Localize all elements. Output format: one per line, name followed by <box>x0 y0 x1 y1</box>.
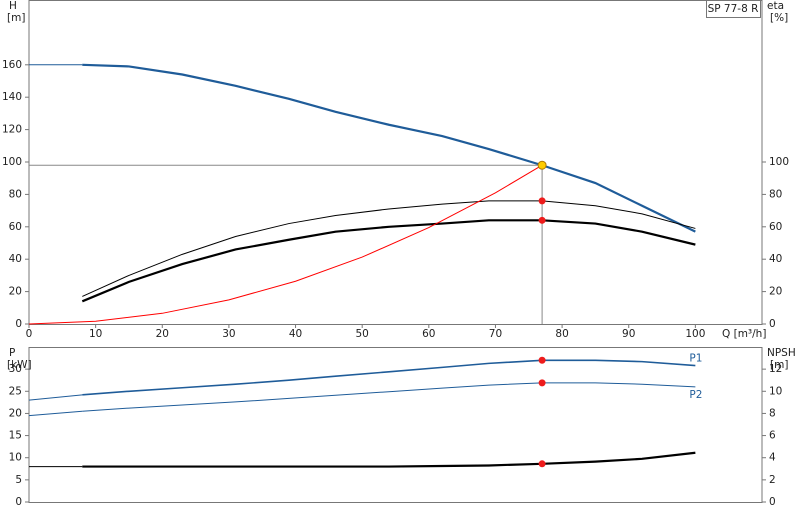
y-tick-label: 20 <box>9 407 22 419</box>
series-line <box>82 63 696 233</box>
y-tick-label: 10 <box>9 452 22 464</box>
duty-point <box>537 160 547 170</box>
y2-axis-unit: [m] <box>770 359 788 371</box>
y-tick-label: 30 <box>9 363 22 375</box>
point-marker <box>538 379 546 387</box>
y-tick-label: 20 <box>9 286 22 298</box>
y-tick-label: 15 <box>9 430 22 442</box>
y-tick-label: 140 <box>2 91 22 103</box>
series-line <box>82 200 696 297</box>
series-line <box>28 394 83 401</box>
point-marker <box>538 216 546 224</box>
y-tick-label: 60 <box>9 221 22 233</box>
chart-title: SP 77-8 R <box>708 3 759 15</box>
x-tick-label: 60 <box>422 328 435 340</box>
y-tick-label: 160 <box>2 59 22 71</box>
y2-tick-label: 0 <box>769 318 776 330</box>
y2-tick-label: 4 <box>769 452 776 464</box>
x-tick-label: 80 <box>555 328 568 340</box>
y2-tick-label: 2 <box>769 474 776 486</box>
x-tick-label: 20 <box>156 328 169 340</box>
x-tick-label: 40 <box>289 328 302 340</box>
point-marker <box>538 460 546 468</box>
plot-frame <box>28 0 763 325</box>
y-axis-label: P <box>9 347 15 359</box>
y-tick-label: 100 <box>2 156 22 168</box>
y2-axis-unit: [%] <box>770 12 788 24</box>
y2-tick-label: 0 <box>769 496 776 508</box>
y2-tick-label: 6 <box>769 430 776 442</box>
y2-tick-label: 10 <box>769 385 782 397</box>
y2-tick-label: 80 <box>769 188 782 200</box>
series-label: P2 <box>689 389 702 401</box>
series-line <box>28 164 543 325</box>
y2-tick-label: 100 <box>769 156 789 168</box>
x-tick-label: 10 <box>89 328 102 340</box>
series-line <box>28 410 83 417</box>
y2-tick-label: 20 <box>769 286 782 298</box>
plot-frame <box>28 347 763 503</box>
series-line <box>82 451 696 468</box>
y2-tick-label: 8 <box>769 407 776 419</box>
y2-axis-label: eta <box>767 0 784 12</box>
x-tick-label: 70 <box>489 328 502 340</box>
y-tick-label: 40 <box>9 253 22 265</box>
series-line <box>82 359 696 396</box>
y-tick-label: 0 <box>15 318 22 330</box>
y-axis-unit: [kW] <box>7 359 32 371</box>
y2-tick-label: 40 <box>769 253 782 265</box>
y-axis-label: H <box>9 0 17 12</box>
series-line <box>82 382 696 412</box>
y2-tick-label: 12 <box>769 363 782 375</box>
y2-tick-label: 60 <box>769 221 782 233</box>
y-tick-label: 120 <box>2 124 22 136</box>
title-box <box>706 0 761 18</box>
point-marker <box>538 197 546 205</box>
x-tick-label: 100 <box>685 328 705 340</box>
y-tick-label: 5 <box>15 474 22 486</box>
y-tick-label: 80 <box>9 188 22 200</box>
x-axis-label: Q [m³/h] <box>722 328 766 340</box>
y-axis-unit: [m] <box>7 12 25 24</box>
x-tick-label: 50 <box>355 328 368 340</box>
x-tick-label: 0 <box>26 328 33 340</box>
series-line <box>81 219 696 303</box>
y-tick-label: 25 <box>9 385 22 397</box>
y2-axis-label: NPSH <box>767 347 796 359</box>
series-label: P1 <box>689 353 702 365</box>
x-tick-label: 30 <box>222 328 235 340</box>
x-tick-label: 90 <box>622 328 635 340</box>
y-tick-label: 0 <box>15 496 22 508</box>
point-marker <box>538 356 546 364</box>
